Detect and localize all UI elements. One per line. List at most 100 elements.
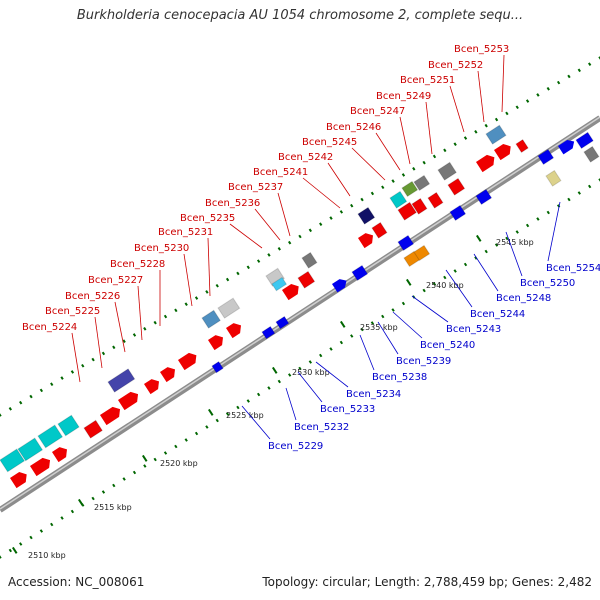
lower-dot-line	[122, 477, 126, 481]
gene-block	[226, 323, 242, 339]
gene-block	[160, 367, 176, 383]
upper-dot-line	[225, 277, 230, 282]
forward-gene-leader	[375, 132, 401, 171]
kbp-tick-mark	[141, 454, 148, 462]
lower-dot-line	[132, 470, 137, 475]
forward-gene-label: Bcen_5246	[326, 122, 381, 133]
lower-dot-line	[112, 483, 116, 488]
forward-gene-label: Bcen_5252	[428, 60, 483, 71]
kbp-tick-mark	[476, 234, 482, 242]
forward-gene-leader	[207, 237, 211, 297]
gene-block	[357, 206, 376, 225]
gene-block	[358, 233, 374, 249]
lower-dot-line	[370, 321, 375, 325]
gene-block	[37, 424, 64, 449]
upper-dot-line	[515, 105, 519, 110]
gene-block	[427, 191, 444, 209]
kbp-tick-mark	[406, 278, 412, 286]
gene-block	[437, 161, 457, 181]
lower-dot-line	[50, 522, 54, 527]
gene-block	[297, 270, 316, 289]
upper-dot-line	[329, 216, 333, 220]
lower-dot-line	[287, 373, 292, 377]
forward-gene-label: Bcen_5247	[350, 106, 405, 117]
upper-dot-line	[319, 222, 323, 226]
lower-dot-line	[453, 269, 457, 273]
lower-dot-line	[494, 243, 499, 247]
upper-dot-line	[381, 185, 385, 190]
kbp-tick-mark	[272, 366, 278, 374]
upper-dot-line	[401, 173, 406, 177]
gene-block	[476, 154, 495, 173]
gene-block	[332, 279, 347, 293]
lower-dot-line	[29, 535, 33, 540]
gene-block	[447, 177, 466, 196]
lower-dot-line	[298, 366, 302, 371]
forward-gene-leader	[137, 285, 143, 341]
lower-dot-line	[267, 386, 271, 390]
upper-dot-line	[577, 68, 581, 73]
reverse-gene-label: Bcen_5234	[346, 389, 401, 400]
gene-block	[83, 419, 103, 439]
gene-block	[389, 190, 408, 209]
accession-label: Accession: NC_008061	[8, 575, 145, 589]
reverse-gene-leader	[392, 311, 423, 339]
gene-block	[261, 325, 276, 340]
gene-block	[100, 406, 121, 426]
lower-dot-line	[329, 347, 333, 351]
reverse-gene-label: Bcen_5244	[470, 309, 525, 320]
lower-dot-line	[525, 223, 530, 228]
lower-dot-line	[422, 288, 426, 293]
gene-block	[575, 131, 594, 150]
upper-dot-line	[453, 142, 457, 146]
forward-gene-label: Bcen_5227	[88, 275, 143, 286]
gene-block	[271, 276, 288, 292]
lower-dot-line	[153, 457, 157, 462]
reverse-gene-leader	[285, 387, 297, 421]
gene-block	[537, 148, 555, 166]
kbp-ticks: 2510 kbp 2515 kbp 2520 kbp 2525 kbp 2530 kbp…	[11, 234, 534, 560]
upper-dot-line	[298, 234, 302, 239]
forward-gene-label: Bcen_5245	[302, 137, 357, 148]
forward-gene-label: Bcen_5230	[134, 243, 189, 254]
lower-dot-line	[174, 444, 178, 449]
gene-block	[558, 140, 575, 155]
forward-gene-leader	[327, 162, 351, 197]
reverse-gene-label: Bcen_5232	[294, 422, 349, 433]
kbp-tick-mark	[11, 546, 18, 554]
forward-gene-label: Bcen_5241	[253, 167, 308, 178]
upper-dot-line	[153, 320, 157, 325]
lower-dot-line	[515, 230, 519, 234]
upper-dot-line	[112, 345, 116, 350]
upper-dot-line	[60, 376, 64, 380]
gene-block	[475, 188, 493, 206]
lower-dot-line	[546, 210, 550, 215]
forward-gene-leader	[183, 253, 193, 307]
gene-block	[449, 204, 467, 222]
reverse-gene-label: Bcen_5238	[372, 372, 427, 383]
gene-block	[485, 124, 507, 145]
forward-gene-leader	[477, 70, 485, 123]
reverse-gene-label: Bcen_5248	[496, 293, 551, 304]
upper-dot-line	[391, 179, 395, 183]
upper-dot-line	[50, 382, 54, 387]
forward-gene-leader	[114, 301, 126, 353]
forward-gene-label: Bcen_5237	[228, 182, 283, 193]
upper-dot-line	[505, 111, 509, 116]
reverse-gene-leader	[445, 269, 473, 308]
upper-dot-line	[412, 166, 416, 171]
gene-block	[17, 437, 44, 462]
reverse-gene-label: Bcen_5239	[396, 356, 451, 367]
gene-block	[217, 297, 241, 319]
lower-dot-line	[91, 496, 95, 501]
lower-dot-line	[163, 451, 168, 455]
upper-dot-line	[598, 56, 600, 60]
reverse-gene-leader	[315, 361, 349, 388]
gene-block	[282, 284, 299, 301]
gene-block	[57, 414, 80, 437]
forward-gene-label: Bcen_5228	[110, 259, 165, 270]
forward-gene-leader	[71, 332, 81, 383]
lower-dot-line	[277, 379, 281, 384]
upper-dot-line	[546, 86, 550, 91]
